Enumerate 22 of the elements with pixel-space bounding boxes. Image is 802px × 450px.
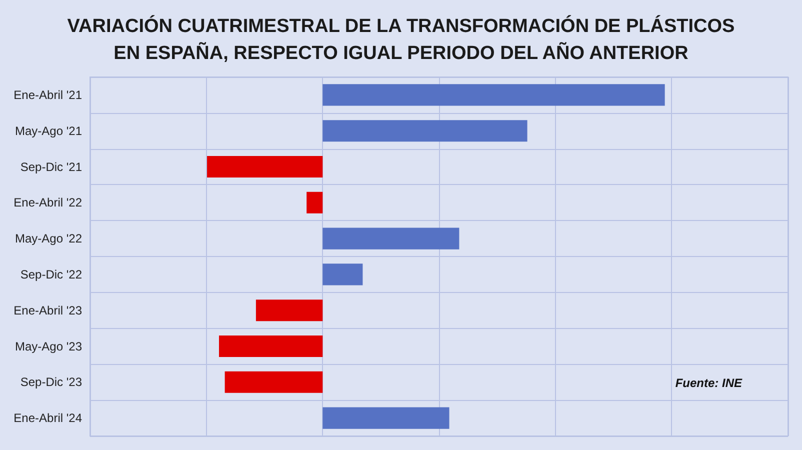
y-tick-label: Ene-Abril '23	[14, 303, 82, 318]
y-tick-label: Sep-Dic '21	[20, 160, 82, 174]
source-note: Fuente: INE	[675, 376, 743, 390]
chart-title: VARIACIÓN CUATRIMESTRAL DE LA TRANSFORMACIÓN DE PLÁSTICOS EN ESPAÑA, RESPECTO IGUAL PERIODO DEL AÑO ANTERIOR	[67, 15, 735, 64]
bar	[224, 371, 323, 393]
bar	[322, 228, 460, 250]
bar	[322, 84, 665, 106]
y-tick-label: Sep-Dic '22	[20, 267, 82, 282]
bar	[322, 407, 450, 429]
y-tick-label: Ene-Abril '22	[14, 196, 82, 210]
y-tick-label: May-Ago '22	[15, 232, 82, 246]
bar	[256, 300, 323, 322]
y-tick-label: May-Ago '23	[15, 339, 82, 354]
bar	[207, 156, 323, 178]
bar	[322, 120, 528, 142]
bar	[306, 192, 323, 214]
bar	[322, 264, 363, 286]
bar	[218, 335, 323, 358]
y-tick-label: May-Ago '21	[15, 124, 82, 138]
y-tick-label: Sep-Dic '23	[20, 375, 82, 390]
y-tick-label: Ene-Abril '24	[14, 411, 82, 426]
y-tick-label: Ene-Abril '21	[14, 88, 82, 102]
